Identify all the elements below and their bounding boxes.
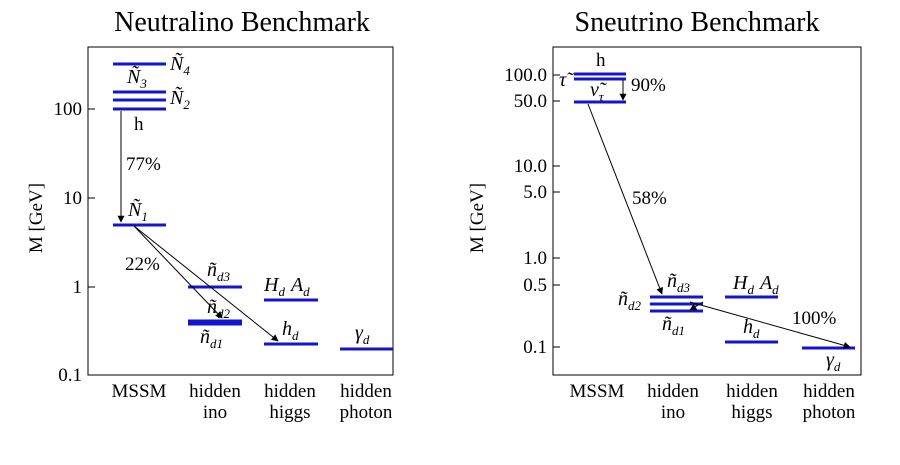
label-stau: τ̃ (559, 69, 574, 91)
branching-label: 58% (632, 188, 667, 209)
y-axis-label: M [GeV] (26, 183, 47, 253)
column-labels: MSSM hidden ino hidden higgs hidden photon (112, 381, 393, 423)
branching-label: 90% (631, 75, 666, 96)
neutralino-panel: Neutralino Benchmark M [GeV] 0.1 1 10 10… (26, 7, 394, 423)
energy-levels (574, 72, 855, 350)
y-tick-label: 10.0 (514, 156, 547, 177)
label-nd3: ñd3 (207, 259, 231, 284)
label-N3: Ñ3 (126, 64, 147, 91)
y-tick-label: 10 (63, 188, 82, 209)
y-tick-labels: 0.1 0.5 1.0 5.0 10.0 50.0 100.0 (504, 65, 547, 358)
label-h: h (134, 114, 144, 135)
y-tick-label: 50.0 (514, 91, 547, 112)
column-label: hidden ino (189, 381, 241, 423)
plot-frame (87, 46, 394, 376)
arrow-N1-to-nd2 (133, 225, 223, 319)
label-snu: ν̃τ (590, 79, 607, 104)
column-label: hidden photon (803, 381, 856, 423)
label-N1: Ñ1 (127, 197, 148, 224)
y-axis-label: M [GeV] (467, 183, 488, 253)
y-tick-label: 0.1 (58, 365, 82, 386)
label-gd: γd (826, 349, 841, 374)
y-tick-label: 100.0 (504, 65, 547, 86)
label-nd3: ñd3 (667, 270, 691, 295)
y-tick-label: 5.0 (523, 182, 547, 203)
arrow-nd3-to-nd1 (689, 301, 704, 311)
branching-label: 22% (125, 254, 160, 275)
y-tick-labels: 0.1 1 10 100 (54, 99, 83, 386)
label-h: h (596, 50, 606, 71)
column-label: hidden higgs (264, 381, 316, 423)
column-label: hidden photon (340, 381, 393, 423)
branching-label: 77% (126, 154, 161, 175)
label-nd2: ñd2 (618, 288, 642, 313)
label-N2: Ñ2 (169, 85, 190, 112)
label-N4: Ñ4 (169, 51, 190, 78)
label-gd: γd (355, 322, 370, 347)
label-hd: hd (743, 316, 760, 341)
label-hd: hd (282, 318, 299, 343)
label-HdAd: Hd Ad (732, 272, 779, 297)
label-HdAd: Hd Ad (263, 274, 310, 299)
level-labels: Ñ4 Ñ3 Ñ2 h Ñ1 ñd3 ñd2 ñd1 Hd Ad hd γd (126, 51, 370, 351)
y-tick-label: 1.0 (523, 248, 547, 269)
column-labels: MSSM hidden ino hidden higgs hidden photon (570, 381, 856, 423)
column-label: MSSM (570, 381, 625, 402)
column-label: hidden higgs (726, 381, 778, 423)
arrow-snu-to-nd3 (587, 103, 663, 295)
energy-levels (113, 62, 393, 351)
transitions: 90% 58% 100% (587, 75, 851, 349)
branching-label: 100% (792, 308, 837, 329)
plot-frame (552, 46, 862, 376)
y-ticks (88, 108, 95, 376)
y-tick-label: 0.1 (523, 337, 547, 358)
panel-title: Sneutrino Benchmark (575, 7, 820, 38)
column-label: hidden ino (647, 381, 699, 423)
column-label: MSSM (112, 381, 167, 402)
label-nd1: ñd1 (662, 313, 685, 338)
y-ticks (553, 74, 560, 348)
y-tick-label: 1 (73, 277, 83, 298)
y-tick-label: 0.5 (523, 275, 547, 296)
transitions: 77% 22% (117, 111, 279, 342)
arrow-N1-to-hd (133, 225, 279, 342)
arrow-nd-to-gd (689, 301, 851, 349)
panel-title: Neutralino Benchmark (114, 7, 370, 38)
label-nd1: ñd1 (200, 326, 223, 351)
sneutrino-panel: Sneutrino Benchmark M [GeV] 0.1 0.5 1.0 … (467, 7, 862, 423)
y-tick-label: 100 (54, 99, 83, 120)
